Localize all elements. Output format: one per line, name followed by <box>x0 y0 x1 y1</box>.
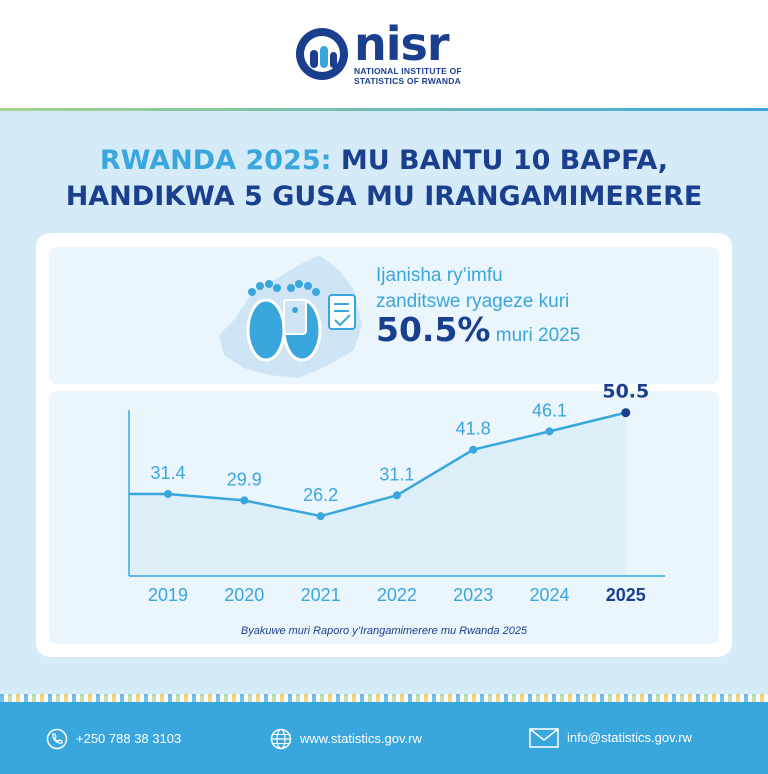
footer-email-text: info@statistics.gov.rw <box>567 730 692 745</box>
footer <box>0 702 768 774</box>
title-line2: HANDIKWA 5 GUSA MU IRANGAMIMERERE <box>65 181 703 212</box>
data-point <box>469 445 478 454</box>
title-line1: MU BANTU 10 BAPFA, <box>331 145 669 176</box>
x-tick-label: 2025 <box>606 585 646 605</box>
title-highlight: RWANDA 2025: <box>99 145 332 176</box>
footer-website-text: www.statistics.gov.rw <box>300 731 422 746</box>
logo-emblem-icon <box>296 28 348 80</box>
footer-phone[interactable]: +250 788 38 3103 <box>46 728 181 750</box>
globe-icon <box>270 728 292 750</box>
data-label: 50.5 <box>602 381 649 403</box>
rwanda-map-footprints-icon <box>219 255 362 378</box>
chart-area <box>129 412 626 576</box>
footer-website[interactable]: www.statistics.gov.rw <box>270 728 422 750</box>
envelope-icon <box>529 728 559 748</box>
logo-line-2: STATISTICS OF RWANDA <box>354 76 461 86</box>
data-point <box>545 427 554 436</box>
stat-text: Ijanisha ry’imfu zanditswe ryageze kuri … <box>376 263 580 349</box>
data-point <box>316 512 325 521</box>
decorative-pattern <box>0 694 768 702</box>
stat-suffix: muri 2025 <box>490 325 581 346</box>
x-tick-label: 2019 <box>148 585 188 605</box>
x-tick-label: 2022 <box>377 585 417 605</box>
logo-subtitle: NATIONAL INSTITUTE OF STATISTICS OF RWAN… <box>354 66 462 86</box>
page-title: RWANDA 2025: MU BANTU 10 BAPFA, HANDIKWA… <box>0 143 768 215</box>
data-label: 41.8 <box>456 419 491 439</box>
x-tick-label: 2020 <box>224 585 264 605</box>
logo-word: nisr <box>354 17 450 71</box>
data-point <box>240 496 249 505</box>
data-point <box>164 490 172 498</box>
data-point <box>392 491 401 500</box>
x-tick-label: 2024 <box>529 585 569 605</box>
data-label: 26.2 <box>303 485 338 505</box>
logo-line-1: NATIONAL INSTITUTE OF <box>354 66 462 76</box>
series-line <box>129 411 627 518</box>
data-label: 46.1 <box>532 400 567 420</box>
data-point <box>621 408 631 418</box>
nisr-logo: nisr NATIONAL INSTITUTE OF STATISTICS OF… <box>296 17 476 94</box>
data-label: 29.9 <box>227 469 262 489</box>
stat-line-2: zanditswe ryageze kuri <box>376 291 570 312</box>
data-label: 31.4 <box>150 463 185 483</box>
data-label: 31.1 <box>379 464 414 484</box>
x-tick-label: 2023 <box>453 585 493 605</box>
phone-icon <box>46 728 68 750</box>
source-note: Byakuwe muri Raporo y’Irangamimerere mu … <box>240 625 528 637</box>
stat-value: 50.5% <box>376 310 491 349</box>
footer-email[interactable]: info@statistics.gov.rw <box>529 728 692 748</box>
stat-line-1: Ijanisha ry’imfu <box>376 265 503 286</box>
header-divider <box>0 108 768 111</box>
footer-phone-text: +250 788 38 3103 <box>76 731 182 746</box>
stat-box <box>49 247 719 384</box>
x-tick-label: 2021 <box>301 585 341 605</box>
header: nisr NATIONAL INSTITUTE OF STATISTICS OF… <box>0 0 768 110</box>
